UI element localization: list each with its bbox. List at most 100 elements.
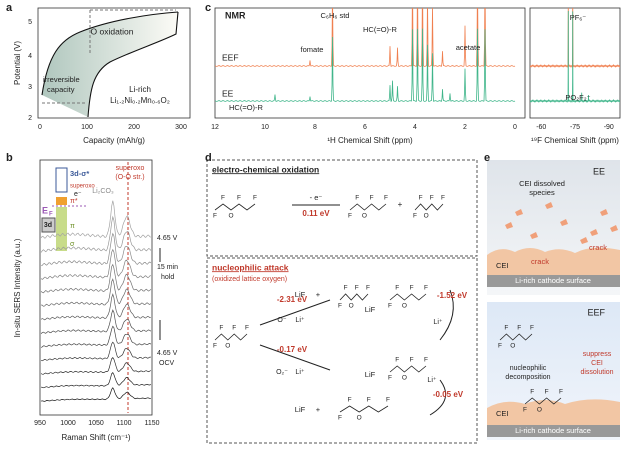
label: E [42,205,48,215]
label: 3d-σ* [70,169,89,178]
label: F [498,343,502,350]
label: Capacity (mAh/g) [83,136,145,145]
charge-curve [87,11,179,118]
spectrum [40,357,152,375]
label: capacity [47,85,75,94]
label: 4.65 V [157,350,178,357]
label: 3d [44,222,52,229]
label: F [424,285,428,292]
label: F [413,213,417,220]
spectrum [41,278,152,307]
label: (oxidized lattice oxygen) [212,276,287,283]
label: PO₂F₂⁻ [565,93,590,102]
label: EE [222,88,234,98]
label: - e⁻ [310,193,323,202]
label: F [388,375,392,382]
arrow [439,289,454,341]
tick-label: 1150 [144,420,159,427]
arrow [259,344,331,371]
label: acetate [456,43,481,52]
spectrum [40,263,152,294]
flake [610,225,618,232]
label: PF₆⁻ [570,13,587,22]
label: LiF [295,405,306,414]
spectrum [41,372,152,389]
label: F [213,343,217,350]
label: + [316,290,321,299]
label: O [402,375,407,382]
tick-label: -75 [570,124,580,131]
flake [600,209,608,216]
label: Li⁺ [295,317,304,324]
area [42,12,178,117]
label: F [221,195,225,202]
label: ¹⁹F Chemical Shift (ppm) [531,136,619,145]
label: π* [70,198,78,205]
label: F [530,325,534,332]
label: EEF [222,52,239,62]
tick-label: 300 [175,124,187,131]
label: NMR [225,10,246,20]
label: F [237,195,241,202]
orbital [55,167,68,193]
label: Raman Shift (cm⁻¹) [61,433,130,442]
tick-label: 0 [513,124,517,131]
label: O [225,343,230,350]
spectrum [40,325,152,348]
tick-label: 2 [463,124,467,131]
label: EEF [587,307,605,317]
label: F [384,195,388,202]
label: F [530,389,534,396]
label: Potential (V) [13,41,22,85]
label: decomposition [505,374,550,381]
label: O [510,343,515,350]
arrow [259,299,331,326]
label: Li-rich cathode surface [515,276,591,285]
molecule [389,293,427,301]
label: 4.65 V [157,235,178,242]
nmr-spectrum [215,8,516,67]
tick-label: 3 [28,84,32,91]
label: crack [531,257,549,266]
label: F [219,325,223,332]
orbital [56,207,67,251]
label: CEI [496,409,509,418]
label: F [424,357,428,364]
tick-label: 5 [28,19,32,26]
label: F [559,389,563,396]
label: O [349,303,354,310]
cathode [487,399,620,425]
molecule [389,365,427,373]
label: LiF [365,370,376,379]
tick-label: -60 [536,124,546,131]
label: O [424,213,429,220]
panel-label: d [205,152,212,164]
spectrum [40,309,152,334]
molecule [214,203,256,211]
label: F [410,285,414,292]
discharge-curve [41,11,179,96]
label: hold [161,274,174,281]
label: F [430,195,434,202]
label: Li₂CO₃ [92,188,114,195]
label: electro-chemical oxidation [212,164,319,174]
label: e⁻ [74,191,82,198]
axes-c [214,7,526,119]
tick-label: 1050 [88,420,104,427]
label: π [70,223,75,230]
label: O [537,407,542,414]
label: LiF [365,305,376,314]
nmr-spectrum [530,10,620,103]
label: σ [70,241,75,248]
nmr-spectrum [215,28,516,102]
axes-c2 [529,7,621,119]
label: OCV [159,360,175,367]
flake [505,222,513,229]
flake [580,237,588,244]
label: F [49,212,53,218]
label: F [232,325,236,332]
spectrum [41,341,151,362]
label: superoxo [116,165,145,172]
label: + [398,200,403,209]
label: CEI [591,360,603,367]
